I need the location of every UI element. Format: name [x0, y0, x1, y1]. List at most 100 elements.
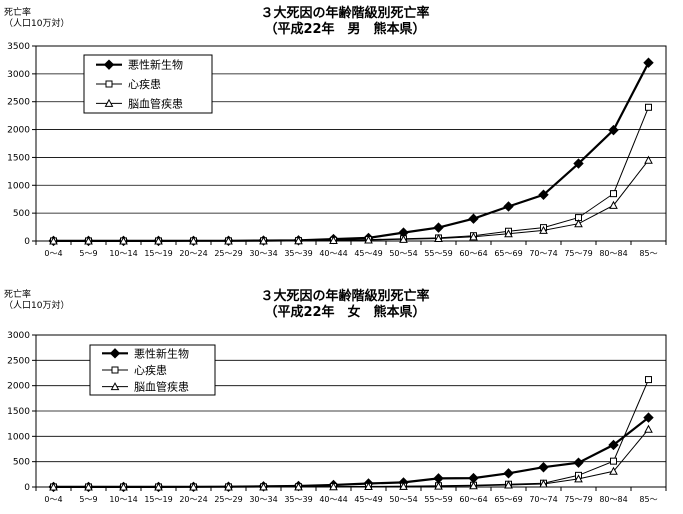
data-point	[538, 189, 549, 200]
y-tick-label: 2500	[7, 356, 30, 366]
y-tick-label: 1500	[7, 407, 30, 417]
x-tick-label: 35～39	[284, 495, 312, 504]
data-point	[84, 236, 93, 245]
chart-title-block: ３大死因の年齢階級別死亡率 （平成22年 男 熊本県）	[200, 6, 490, 38]
line-chart-female: 0 500 1000 1500 2000 2500 3000 0～4 5～9 10～14 15～19…	[7, 331, 667, 504]
data-point	[49, 482, 58, 491]
y-tick-label: 0	[24, 237, 30, 247]
y-tick-label: 2000	[7, 382, 30, 392]
chart-title-block: ３大死因の年齢階級別死亡率 （平成22年 女 熊本県）	[200, 289, 490, 321]
x-tick-label: 45～49	[354, 249, 382, 258]
x-tick-label: 70～74	[529, 249, 557, 258]
data-point	[574, 219, 583, 228]
y-axis-label-block: 死亡率 （人口10万対）	[4, 8, 69, 30]
series-line	[53, 416, 650, 488]
data-point	[573, 457, 584, 468]
line-chart-male: 0 500 1000 1500 2000 2500 3000 3500 0～4 5～9 10～14 1…	[7, 42, 667, 258]
data-point	[399, 234, 408, 243]
data-point	[539, 225, 548, 234]
data-point	[609, 466, 618, 475]
legend-marker	[105, 80, 113, 88]
data-point	[504, 229, 513, 238]
y-axis-label: 死亡率	[4, 8, 32, 18]
y-tick-label: 1000	[7, 181, 30, 191]
data-point	[610, 457, 617, 465]
x-tick-label: 40～44	[319, 495, 347, 504]
data-point	[644, 424, 653, 433]
y-tick-label: 3500	[7, 42, 30, 52]
x-tick-label: 60～64	[459, 495, 487, 504]
x-tick-label: 10～14	[109, 495, 137, 504]
data-point	[469, 481, 478, 490]
x-tick-label: 35～39	[284, 249, 312, 258]
data-point	[364, 481, 373, 490]
series-group	[49, 155, 653, 245]
y-axis-label-unit: （人口10万対）	[4, 301, 70, 311]
x-tick-label: 65～69	[494, 249, 522, 258]
x-tick-label: 85～	[639, 495, 657, 504]
data-point	[224, 482, 233, 491]
chart-panel-female: ３大死因の年齢階級別死亡率 （平成22年 女 熊本県） 死亡率 （人口10万対）…	[0, 256, 683, 514]
legend-label: 悪性新生物	[134, 346, 189, 360]
x-tick-label: 80～84	[599, 495, 627, 504]
x-tick-label: 5～9	[79, 249, 97, 258]
x-tick-label: 55～59	[424, 249, 452, 258]
data-point	[259, 236, 268, 245]
x-tick-label: 25～29	[214, 249, 242, 258]
x-tick-label: 15～19	[144, 495, 172, 504]
x-tick-label: 45～49	[354, 495, 382, 504]
data-point	[643, 412, 654, 423]
data-point	[329, 482, 338, 491]
y-tick-label: 3000	[7, 331, 30, 341]
data-point	[119, 482, 128, 491]
x-tick-label: 75～79	[564, 249, 592, 258]
data-point	[433, 222, 444, 233]
legend-label: 脳血管疾患	[128, 96, 183, 110]
x-tick-label: 0～4	[44, 249, 62, 258]
series-group	[48, 412, 654, 493]
data-point	[643, 57, 654, 68]
data-point	[503, 201, 514, 212]
x-tick-label: 50～54	[389, 495, 417, 504]
data-point	[609, 200, 618, 209]
data-point	[49, 236, 58, 245]
series-group	[49, 424, 653, 491]
data-point	[645, 103, 652, 111]
legend-marker	[109, 348, 121, 359]
chart-panel-male: ３大死因の年齢階級別死亡率 （平成22年 男 熊本県） 死亡率 （人口10万対）…	[4, 6, 667, 258]
data-point	[224, 236, 233, 245]
x-tick-label: 40～44	[319, 249, 347, 258]
data-point	[608, 439, 619, 451]
series-group	[50, 103, 652, 245]
x-tick-label: 55～59	[424, 495, 452, 504]
data-point	[189, 482, 198, 491]
data-point	[645, 376, 652, 384]
x-tick-label: 75～79	[564, 495, 592, 504]
data-point	[434, 233, 443, 242]
x-tick-label: 20～24	[179, 249, 207, 258]
data-point	[154, 236, 163, 245]
series-line	[53, 379, 649, 488]
data-point	[644, 155, 653, 164]
x-tick-label: 10～14	[109, 249, 137, 258]
y-tick-label: 2500	[7, 98, 30, 108]
y-tick-label: 3000	[7, 70, 30, 80]
data-point	[154, 482, 163, 491]
legend-label: 脳血管疾患	[134, 380, 189, 394]
legend-marker	[103, 59, 115, 70]
data-point	[329, 235, 338, 244]
data-point	[573, 158, 584, 169]
data-point	[119, 236, 128, 245]
x-tick-label: 30～34	[249, 249, 277, 258]
data-point	[434, 481, 443, 490]
chart-subtitle: （平成22年 女 熊本県）	[264, 305, 426, 320]
data-point	[610, 190, 617, 198]
legend-label: 悪性新生物	[128, 58, 183, 72]
x-tick-label: 20～24	[179, 495, 207, 504]
legend-label: 心疾患	[134, 363, 167, 377]
data-point	[189, 236, 198, 245]
data-point	[399, 481, 408, 490]
x-tick-label: 85～	[639, 249, 657, 258]
series-line	[53, 159, 649, 242]
